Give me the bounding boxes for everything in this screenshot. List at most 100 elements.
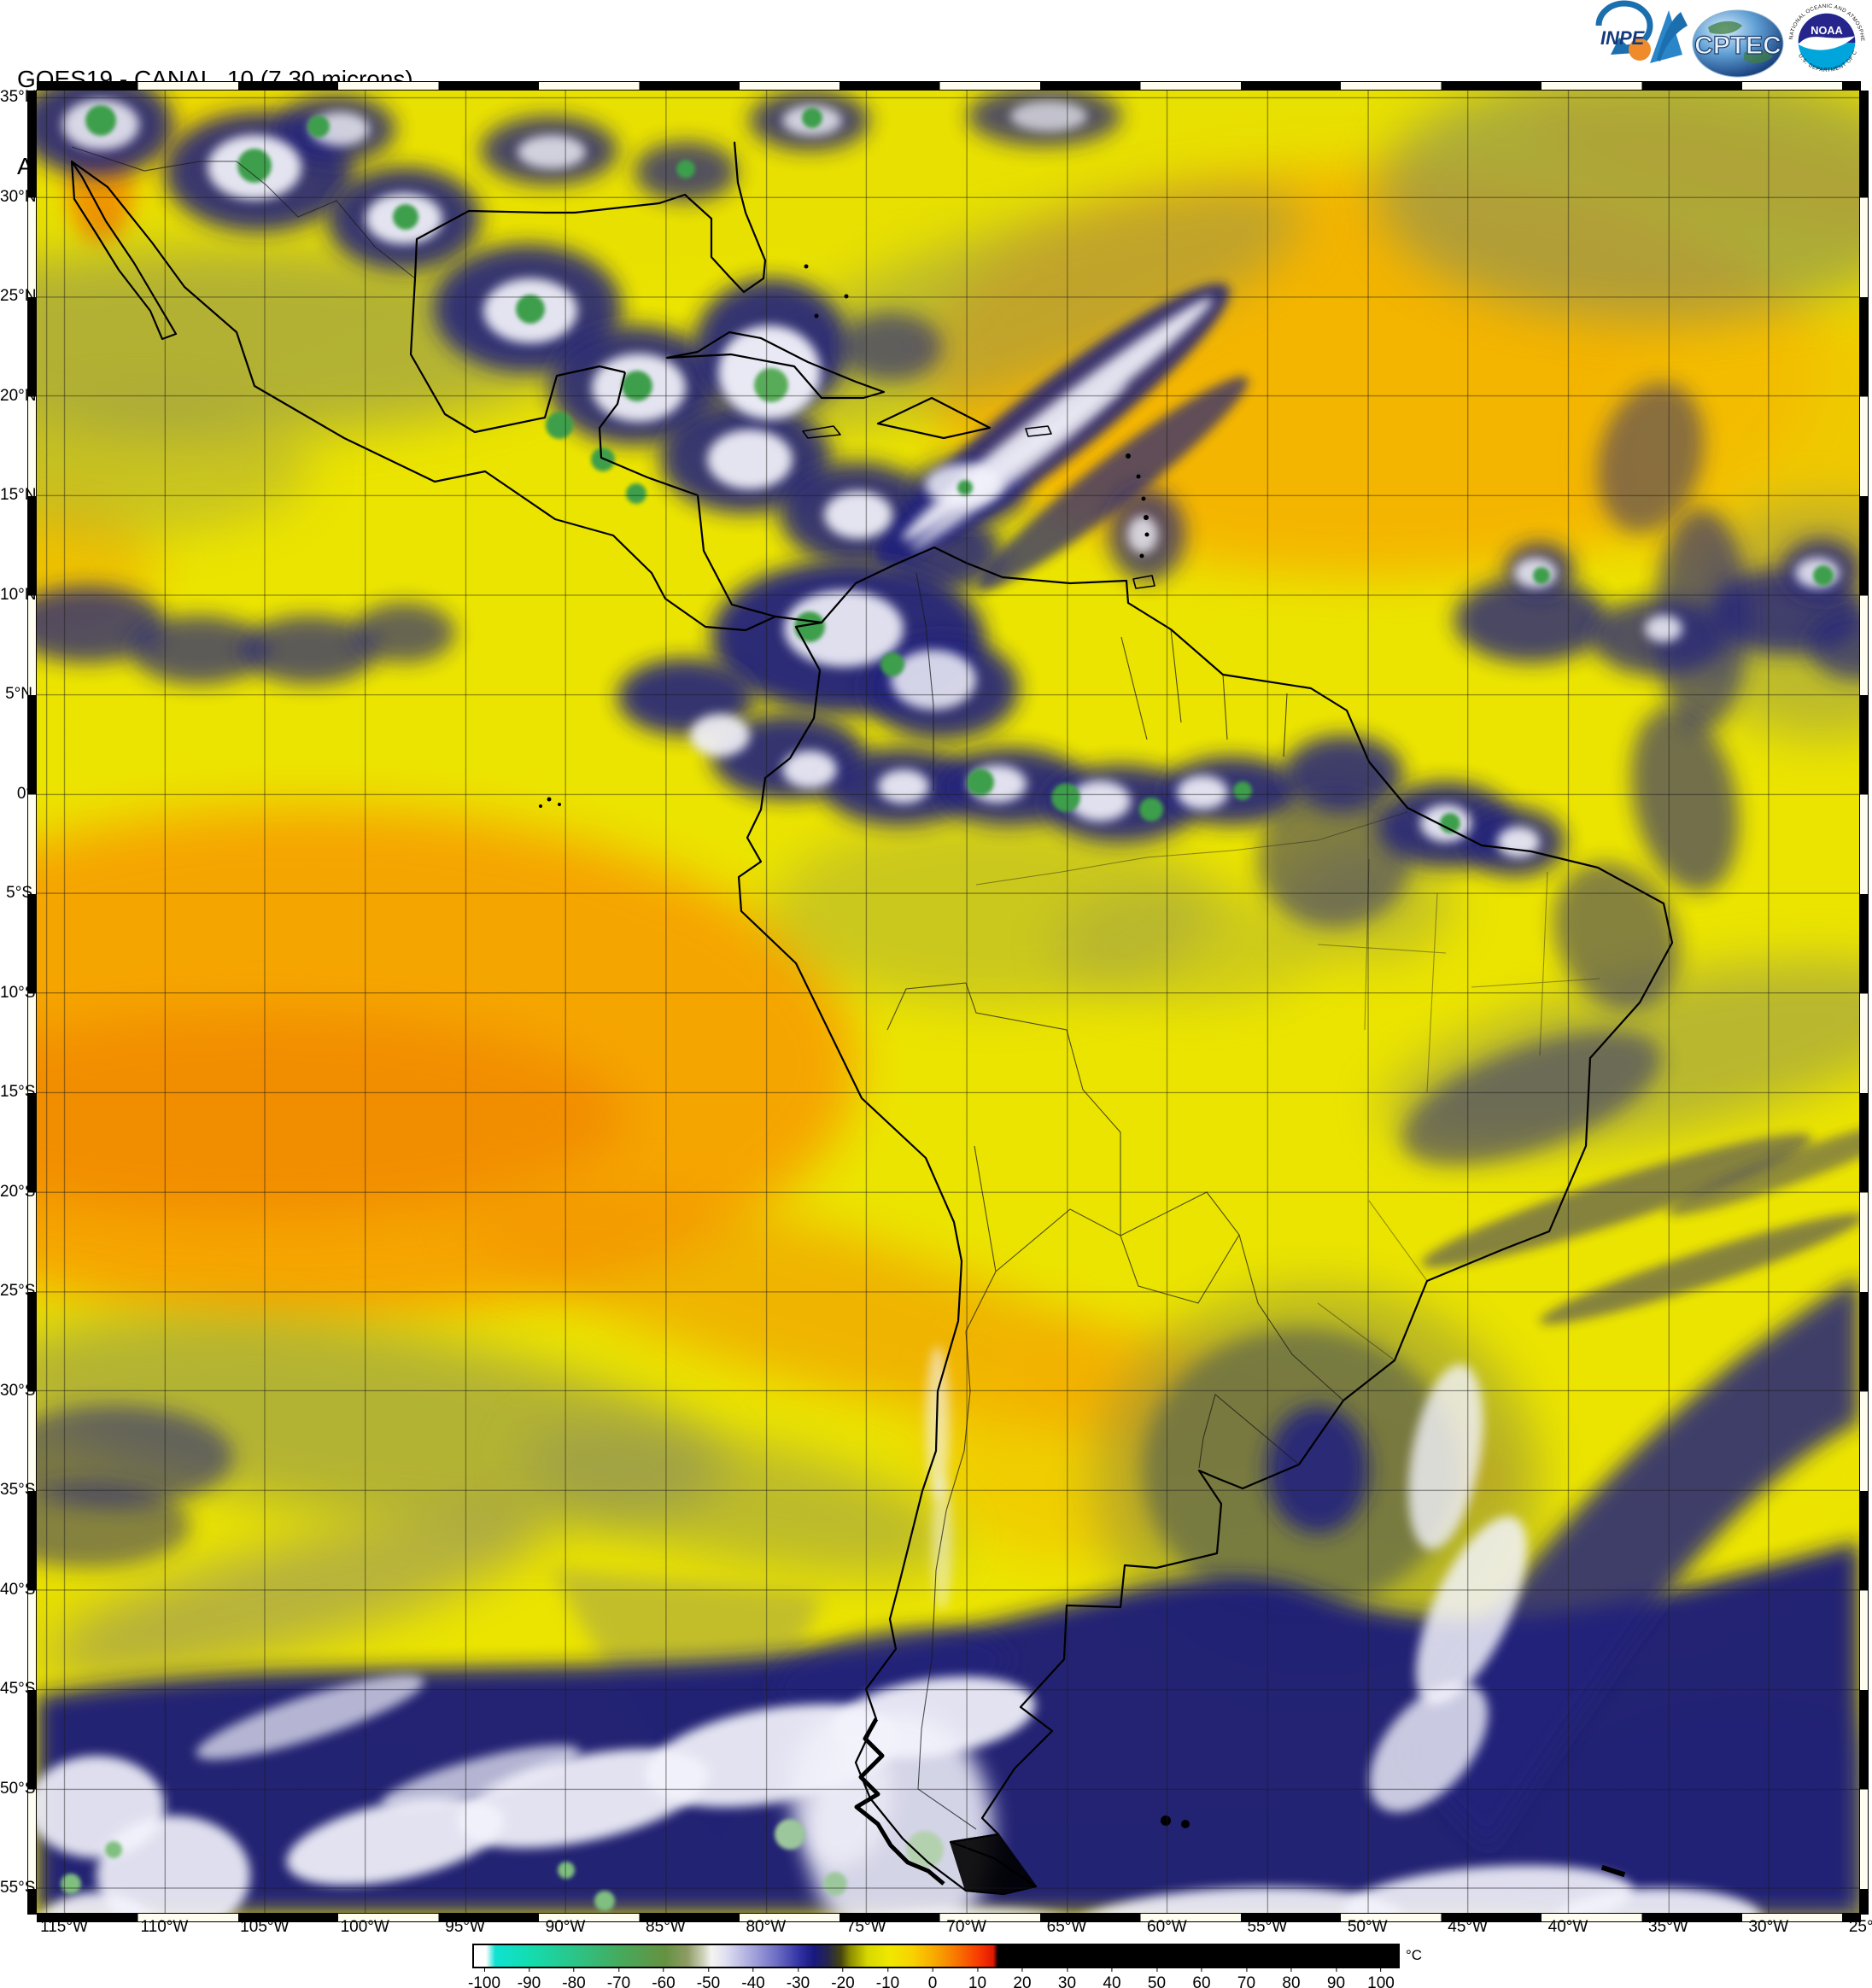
colorbar-tick-mark xyxy=(1155,1967,1157,1972)
lon-label: 35°W xyxy=(1648,1918,1688,1936)
colorbar-tick-mark xyxy=(1335,1967,1337,1972)
colorbar-tick-mark xyxy=(483,1967,485,1972)
lat-label: 25°N xyxy=(0,287,37,305)
lon-label: 40°W xyxy=(1547,1918,1588,1936)
colorbar-tick: 100 xyxy=(1367,1967,1395,1988)
lat-label: 30°S xyxy=(0,1381,36,1400)
lon-label: 45°W xyxy=(1448,1918,1488,1936)
colorbar-tick-label: -10 xyxy=(875,1974,900,1988)
lat-label: 35°S xyxy=(0,1481,36,1499)
lon-label: 65°W xyxy=(1046,1918,1087,1936)
colorbar-tick-mark xyxy=(573,1967,575,1972)
lon-label: 50°W xyxy=(1347,1918,1388,1936)
colorbar-tick: 40 xyxy=(1103,1967,1121,1988)
colorbar-tick-label: 0 xyxy=(927,1974,938,1988)
colorbar-tick-label: -60 xyxy=(652,1974,676,1988)
colorbar-tick-mark xyxy=(798,1967,799,1972)
colorbar-tick-label: 90 xyxy=(1326,1974,1346,1988)
lon-label: 60°W xyxy=(1147,1918,1187,1936)
colorbar-tick: -60 xyxy=(652,1967,676,1988)
lon-label: 80°W xyxy=(746,1918,787,1936)
lat-label: 50°S xyxy=(0,1779,36,1798)
lat-label: 20°N xyxy=(0,386,37,405)
satellite-map-canvas xyxy=(36,90,1860,1914)
colorbar-tick: -80 xyxy=(562,1967,586,1988)
colorbar-tick-label: -80 xyxy=(562,1974,586,1988)
colorbar-tick-label: 10 xyxy=(968,1974,987,1988)
colorbar-tick-label: 40 xyxy=(1103,1974,1121,1988)
lat-label: 0° xyxy=(16,784,32,803)
lon-label: 55°W xyxy=(1247,1918,1288,1936)
colorbar-tick-mark xyxy=(1021,1967,1023,1972)
colorbar-tick: 90 xyxy=(1327,1967,1345,1988)
colorbar-tick-label: 100 xyxy=(1367,1974,1395,1988)
colorbar-tick-mark xyxy=(887,1967,888,1972)
lon-label: 95°W xyxy=(445,1918,485,1936)
svg-text:INPE: INPE xyxy=(1600,27,1646,49)
colorbar-tick-mark xyxy=(1290,1967,1292,1972)
noaa-logo: NOAA NATIONAL OCEANIC AND ATMOSPHERIC AD… xyxy=(1787,0,1866,81)
colorbar-tick-label: -70 xyxy=(606,1974,631,1988)
colorbar-tick-mark xyxy=(1380,1967,1382,1972)
colorbar-tick-mark xyxy=(842,1967,844,1972)
map-frame-right xyxy=(1859,91,1869,1915)
colorbar-tick: -30 xyxy=(787,1967,810,1988)
colorbar xyxy=(472,1944,1400,1968)
colorbar-tick: -40 xyxy=(741,1967,765,1988)
lon-label: 25°W xyxy=(1848,1918,1872,1936)
colorbar-tick-mark xyxy=(618,1967,619,1972)
lon-label: 110°W xyxy=(140,1918,189,1936)
colorbar-tick: 50 xyxy=(1148,1967,1166,1988)
colorbar-tick-mark xyxy=(976,1967,978,1972)
colorbar-tick: 20 xyxy=(1013,1967,1032,1988)
lon-label: 30°W xyxy=(1748,1918,1789,1936)
inpe-logo: INPE xyxy=(1595,0,1688,63)
lat-label: 40°S xyxy=(0,1580,36,1599)
colorbar-tick-label: 30 xyxy=(1057,1974,1077,1988)
map-frame-left xyxy=(27,91,37,1915)
lon-label: 90°W xyxy=(545,1918,586,1936)
colorbar-tick-label: 20 xyxy=(1013,1974,1032,1988)
lon-label: 115°W xyxy=(40,1918,88,1936)
lat-label: 35°N xyxy=(0,88,37,106)
colorbar-tick-mark xyxy=(1245,1967,1247,1972)
colorbar-tick-label: 50 xyxy=(1147,1974,1167,1988)
colorbar-tick-label: -30 xyxy=(786,1974,810,1988)
colorbar-tick-label: -50 xyxy=(696,1974,721,1988)
colorbar-tick: 30 xyxy=(1058,1967,1076,1988)
colorbar-tick-mark xyxy=(708,1967,709,1972)
lat-label: 10°N xyxy=(0,585,37,604)
lat-label: 30°N xyxy=(0,187,37,206)
colorbar-tick: -90 xyxy=(518,1967,541,1988)
colorbar-tick: 10 xyxy=(968,1967,986,1988)
satellite-imagery xyxy=(37,91,1859,1913)
colorbar-tick-label: 60 xyxy=(1192,1974,1211,1988)
svg-text:CPTEC: CPTEC xyxy=(1694,32,1781,60)
colorbar-tick: 80 xyxy=(1282,1967,1301,1988)
colorbar-tick: -70 xyxy=(607,1967,630,1988)
lon-label: 105°W xyxy=(240,1918,290,1936)
colorbar-tick: -100 xyxy=(468,1967,500,1988)
colorbar-tick: -10 xyxy=(876,1967,899,1988)
colorbar-tick-label: -40 xyxy=(741,1974,765,1988)
svg-text:NOAA: NOAA xyxy=(1811,24,1842,37)
colorbar-tick-mark xyxy=(1066,1967,1068,1972)
colorbar-tick-label: -100 xyxy=(467,1974,501,1988)
lat-label: 15°N xyxy=(0,486,37,504)
lon-label: 100°W xyxy=(340,1918,389,1936)
colorbar-unit-label: °C xyxy=(1406,1947,1423,1963)
lat-label: 45°S xyxy=(0,1680,36,1698)
lat-label: 5°S xyxy=(6,884,32,902)
cptec-logo: CPTEC xyxy=(1692,9,1784,78)
colorbar-tick: -50 xyxy=(697,1967,720,1988)
colorbar-tick-mark xyxy=(752,1967,754,1972)
lat-label: 20°S xyxy=(0,1182,36,1201)
lat-label: 5°N xyxy=(5,685,32,703)
colorbar-tick-mark xyxy=(932,1967,933,1972)
colorbar-tick: 70 xyxy=(1237,1967,1255,1988)
lon-label: 85°W xyxy=(646,1918,686,1936)
map-frame-top xyxy=(37,81,1861,91)
colorbar-tick-mark xyxy=(1201,1967,1202,1972)
colorbar-tick-label: 80 xyxy=(1282,1974,1301,1988)
colorbar-tick-label: 70 xyxy=(1237,1974,1256,1988)
